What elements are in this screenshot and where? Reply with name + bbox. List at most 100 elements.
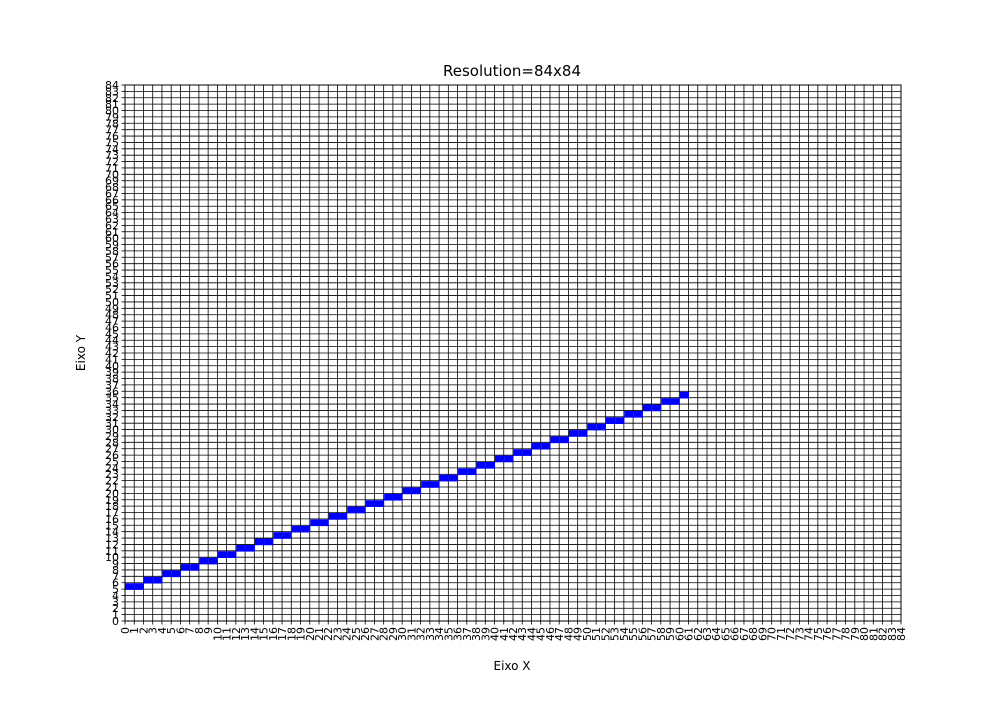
x-tick-label: 52	[599, 627, 612, 641]
x-tick-label: 0	[119, 627, 132, 634]
y-tick-label: 70	[105, 168, 119, 181]
y-tick-label: 55	[105, 264, 119, 277]
data-point	[661, 398, 671, 405]
y-tick-label: 77	[105, 124, 119, 137]
x-tick-label: 9	[202, 627, 215, 634]
y-tick-label: 18	[105, 500, 119, 513]
data-point	[245, 544, 255, 552]
y-tick-label: 38	[105, 373, 119, 386]
y-tick-label: 40	[105, 360, 119, 373]
y-tick-label: 73	[105, 149, 119, 162]
data-point	[190, 564, 200, 571]
x-tick-label: 10	[211, 627, 224, 641]
x-tick-label: 64	[710, 627, 723, 641]
data-point	[208, 557, 218, 565]
x-tick-label: 68	[747, 627, 760, 641]
y-tick-label: 62	[105, 219, 119, 232]
data-point	[217, 551, 228, 559]
x-tick-label: 36	[452, 627, 465, 641]
y-tick-label: 37	[105, 379, 119, 392]
y-tick-label: 45	[105, 328, 119, 341]
x-tick-label: 48	[562, 627, 575, 641]
x-tick-label: 61	[683, 627, 696, 641]
x-tick-label: 71	[775, 627, 788, 641]
y-tick-label: 35	[105, 392, 119, 405]
x-tick-label: 49	[572, 627, 585, 641]
x-tick-label: 16	[267, 627, 280, 641]
data-point	[356, 506, 366, 514]
y-tick-label: 54	[105, 270, 119, 283]
y-tick-label: 16	[105, 513, 119, 526]
x-tick-label: 40	[489, 627, 502, 641]
y-tick-label: 1	[112, 609, 119, 622]
y-tick-label: 47	[105, 315, 119, 328]
data-point	[273, 532, 283, 539]
x-tick-label: 32	[415, 627, 428, 641]
x-tick-label: 21	[313, 627, 326, 641]
y-tick-label: 6	[112, 577, 119, 590]
x-tick-label: 62	[692, 627, 705, 641]
x-tick-label: 38	[470, 627, 483, 641]
x-tick-label: 75	[812, 627, 825, 641]
y-tick-label: 48	[105, 309, 119, 322]
x-tick-label: 22	[322, 627, 335, 641]
x-axis-ticks: 0123456789101112131415161718192021222324…	[119, 621, 908, 641]
x-tick-label: 17	[276, 627, 289, 641]
x-tick-label: 59	[664, 627, 677, 641]
data-point	[134, 583, 144, 590]
x-tick-label: 7	[184, 627, 197, 634]
data-point	[531, 442, 542, 450]
y-tick-label: 29	[105, 430, 119, 443]
x-tick-label: 57	[646, 627, 659, 641]
data-point	[679, 391, 690, 399]
y-tick-label: 41	[105, 353, 119, 366]
x-tick-label: 5	[165, 627, 178, 634]
x-tick-label: 19	[295, 627, 308, 641]
x-tick-label: 29	[387, 627, 400, 641]
data-point	[310, 519, 320, 527]
data-point	[559, 436, 569, 444]
y-tick-label: 12	[105, 538, 119, 551]
data-point	[393, 493, 403, 501]
y-tick-label: 17	[105, 507, 119, 520]
data-point	[467, 468, 477, 476]
y-tick-label: 52	[105, 283, 119, 296]
data-point	[458, 468, 468, 476]
data-point	[624, 410, 634, 418]
x-tick-label: 72	[784, 627, 797, 641]
y-tick-label: 78	[105, 117, 119, 130]
x-tick-label: 4	[156, 627, 169, 634]
y-tick-label: 3	[112, 596, 119, 609]
y-tick-label: 24	[105, 462, 119, 475]
data-point	[411, 487, 422, 495]
data-point	[291, 525, 302, 533]
x-tick-label: 58	[655, 627, 668, 641]
y-tick-label: 23	[105, 468, 119, 481]
y-tick-label: 8	[112, 564, 119, 577]
data-point	[402, 487, 412, 495]
data-point	[476, 461, 486, 469]
data-point	[125, 583, 135, 590]
y-tick-label: 76	[105, 130, 119, 143]
data-point	[495, 455, 505, 463]
data-point	[143, 576, 154, 584]
x-tick-label: 81	[867, 627, 880, 641]
data-point	[384, 493, 394, 501]
data-point	[337, 513, 348, 520]
y-tick-label: 79	[105, 111, 119, 124]
data-point	[227, 551, 237, 559]
x-tick-label: 43	[516, 627, 529, 641]
x-tick-label: 18	[285, 627, 298, 641]
x-tick-label: 56	[636, 627, 649, 641]
y-tick-label: 9	[112, 558, 119, 571]
y-tick-label: 81	[105, 98, 119, 111]
x-tick-label: 11	[221, 627, 234, 641]
y-tick-label: 36	[105, 385, 119, 398]
y-tick-label: 42	[105, 347, 119, 360]
y-tick-label: 46	[105, 321, 119, 334]
data-point	[541, 442, 551, 450]
y-tick-label: 13	[105, 532, 119, 545]
x-tick-label: 63	[701, 627, 714, 641]
y-tick-label: 65	[105, 200, 119, 213]
